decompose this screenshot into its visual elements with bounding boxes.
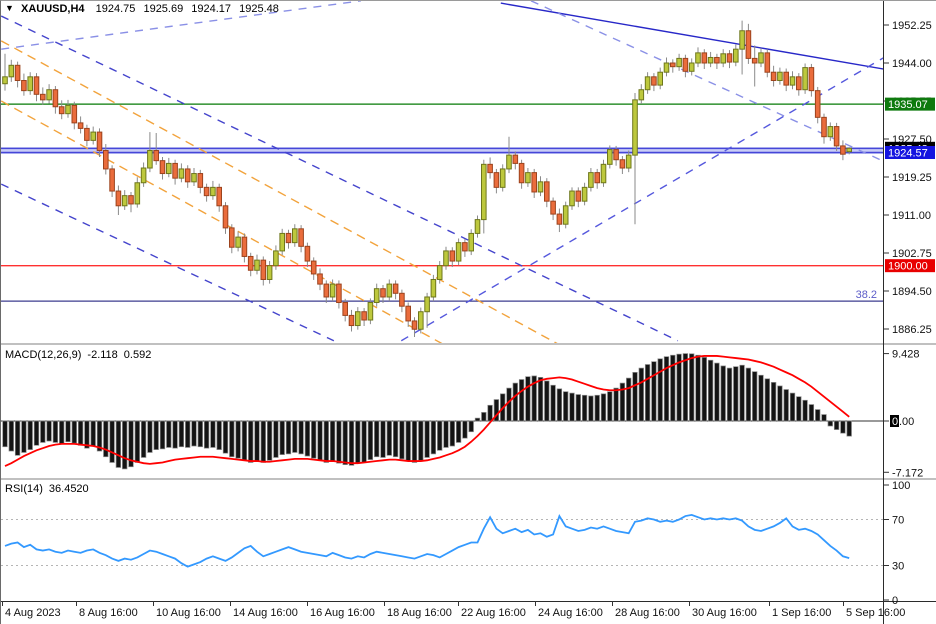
time-axis-label: 1 Sep 16:00 xyxy=(772,607,831,619)
close-value: 1925.48 xyxy=(239,3,279,15)
macd-value-badge xyxy=(890,415,899,427)
rsi-tick-label: 30 xyxy=(892,561,904,573)
time-axis-label: 4 Aug 2023 xyxy=(5,607,61,619)
price-tick-label: 1952.25 xyxy=(892,20,932,32)
price-badge-value: 1924.57 xyxy=(888,147,928,159)
trendline-descending-dashed-lower[interactable] xyxy=(1,183,335,342)
price-tick-label: 1911.00 xyxy=(892,210,931,222)
time-axis-label: 16 Aug 16:00 xyxy=(310,607,375,619)
time-axis-label: 24 Aug 16:00 xyxy=(538,607,603,619)
price-tick-label: 1919.25 xyxy=(892,172,932,184)
time-axis[interactable]: 4 Aug 2023 8 Aug 16:00 10 Aug 16:00 14 Aug … xyxy=(2,601,906,619)
macd-indicator-label: MACD(12,26,9) -2.118 0.592 xyxy=(5,349,151,361)
chart-title: ▼ XAUUSD,H4 1924.75 1925.69 1924.17 1925… xyxy=(5,3,284,15)
price-badge-value: 1900.00 xyxy=(888,261,928,273)
open-value: 1924.75 xyxy=(95,3,136,15)
rsi-tick-label: 0 xyxy=(892,595,898,607)
time-axis-label: 18 Aug 16:00 xyxy=(387,607,452,619)
low-value: 1924.17 xyxy=(191,3,232,15)
rsi-pane[interactable] xyxy=(1,513,883,568)
price-badge xyxy=(885,97,935,111)
rsi-indicator-label: RSI(14) 36.4520 xyxy=(5,483,89,495)
rsi-tick-label: 100 xyxy=(892,480,910,492)
macd-value: -2.118 xyxy=(87,349,118,361)
macd-tick-label: 0 xyxy=(892,416,898,428)
trendline-ascending-dashed-long[interactable] xyxy=(400,57,883,342)
price-axis[interactable]: 1952.251944.001935.751927.501919.251911.… xyxy=(884,20,935,607)
price-badge-value: 1935.07 xyxy=(888,99,928,111)
price-badge xyxy=(885,145,935,159)
macd-name: MACD(12,26,9) xyxy=(5,349,82,361)
time-axis-label: 8 Aug 16:00 xyxy=(79,607,138,619)
macd-tick-label: 9.428 xyxy=(892,349,920,361)
rsi-tick-label: 70 xyxy=(892,515,904,527)
rsi-value: 36.4520 xyxy=(48,483,89,495)
fib-38-2-label: 38.2 xyxy=(856,289,877,301)
macd-signal-line xyxy=(4,355,850,467)
rsi-name: RSI(14) xyxy=(5,483,43,495)
macd-tick-label: -7.172 xyxy=(892,467,923,479)
trendline-descending-solid[interactable] xyxy=(500,2,883,70)
macd-tick-label: .00 xyxy=(899,416,914,428)
price-tick-label: 1944.00 xyxy=(892,58,932,70)
main-price-pane[interactable]: 38.2 xyxy=(1,1,883,346)
trendline-descending-dashed-long[interactable] xyxy=(1,15,679,342)
macd-pane[interactable] xyxy=(1,353,883,470)
time-axis-label: 28 Aug 16:00 xyxy=(615,607,680,619)
time-axis-label: 14 Aug 16:00 xyxy=(233,607,298,619)
time-axis-label: 10 Aug 16:00 xyxy=(156,607,221,619)
time-axis-label: 22 Aug 16:00 xyxy=(461,607,526,619)
candlestick-series xyxy=(2,20,853,338)
price-badge xyxy=(885,259,935,273)
time-axis-label: 30 Aug 16:00 xyxy=(692,607,757,619)
pane-divider[interactable] xyxy=(1,478,936,480)
price-tick-label: 1886.25 xyxy=(892,324,932,336)
price-tick-label: 1894.50 xyxy=(892,286,932,298)
channel-orange-upper[interactable] xyxy=(1,40,561,346)
rsi-line xyxy=(4,513,850,568)
high-value: 1925.69 xyxy=(143,3,184,15)
pane-divider[interactable] xyxy=(1,343,936,345)
price-tick-label: 1902.75 xyxy=(892,248,932,260)
macd-signal-value: 0.592 xyxy=(123,349,152,361)
trendline-ascending-dashed-upleft[interactable] xyxy=(1,1,362,50)
symbol-period-label: XAUUSD,H4 xyxy=(20,3,85,15)
time-axis-label: 5 Sep 16:00 xyxy=(846,607,905,619)
symbol-dropdown-icon[interactable]: ▼ xyxy=(5,3,14,13)
